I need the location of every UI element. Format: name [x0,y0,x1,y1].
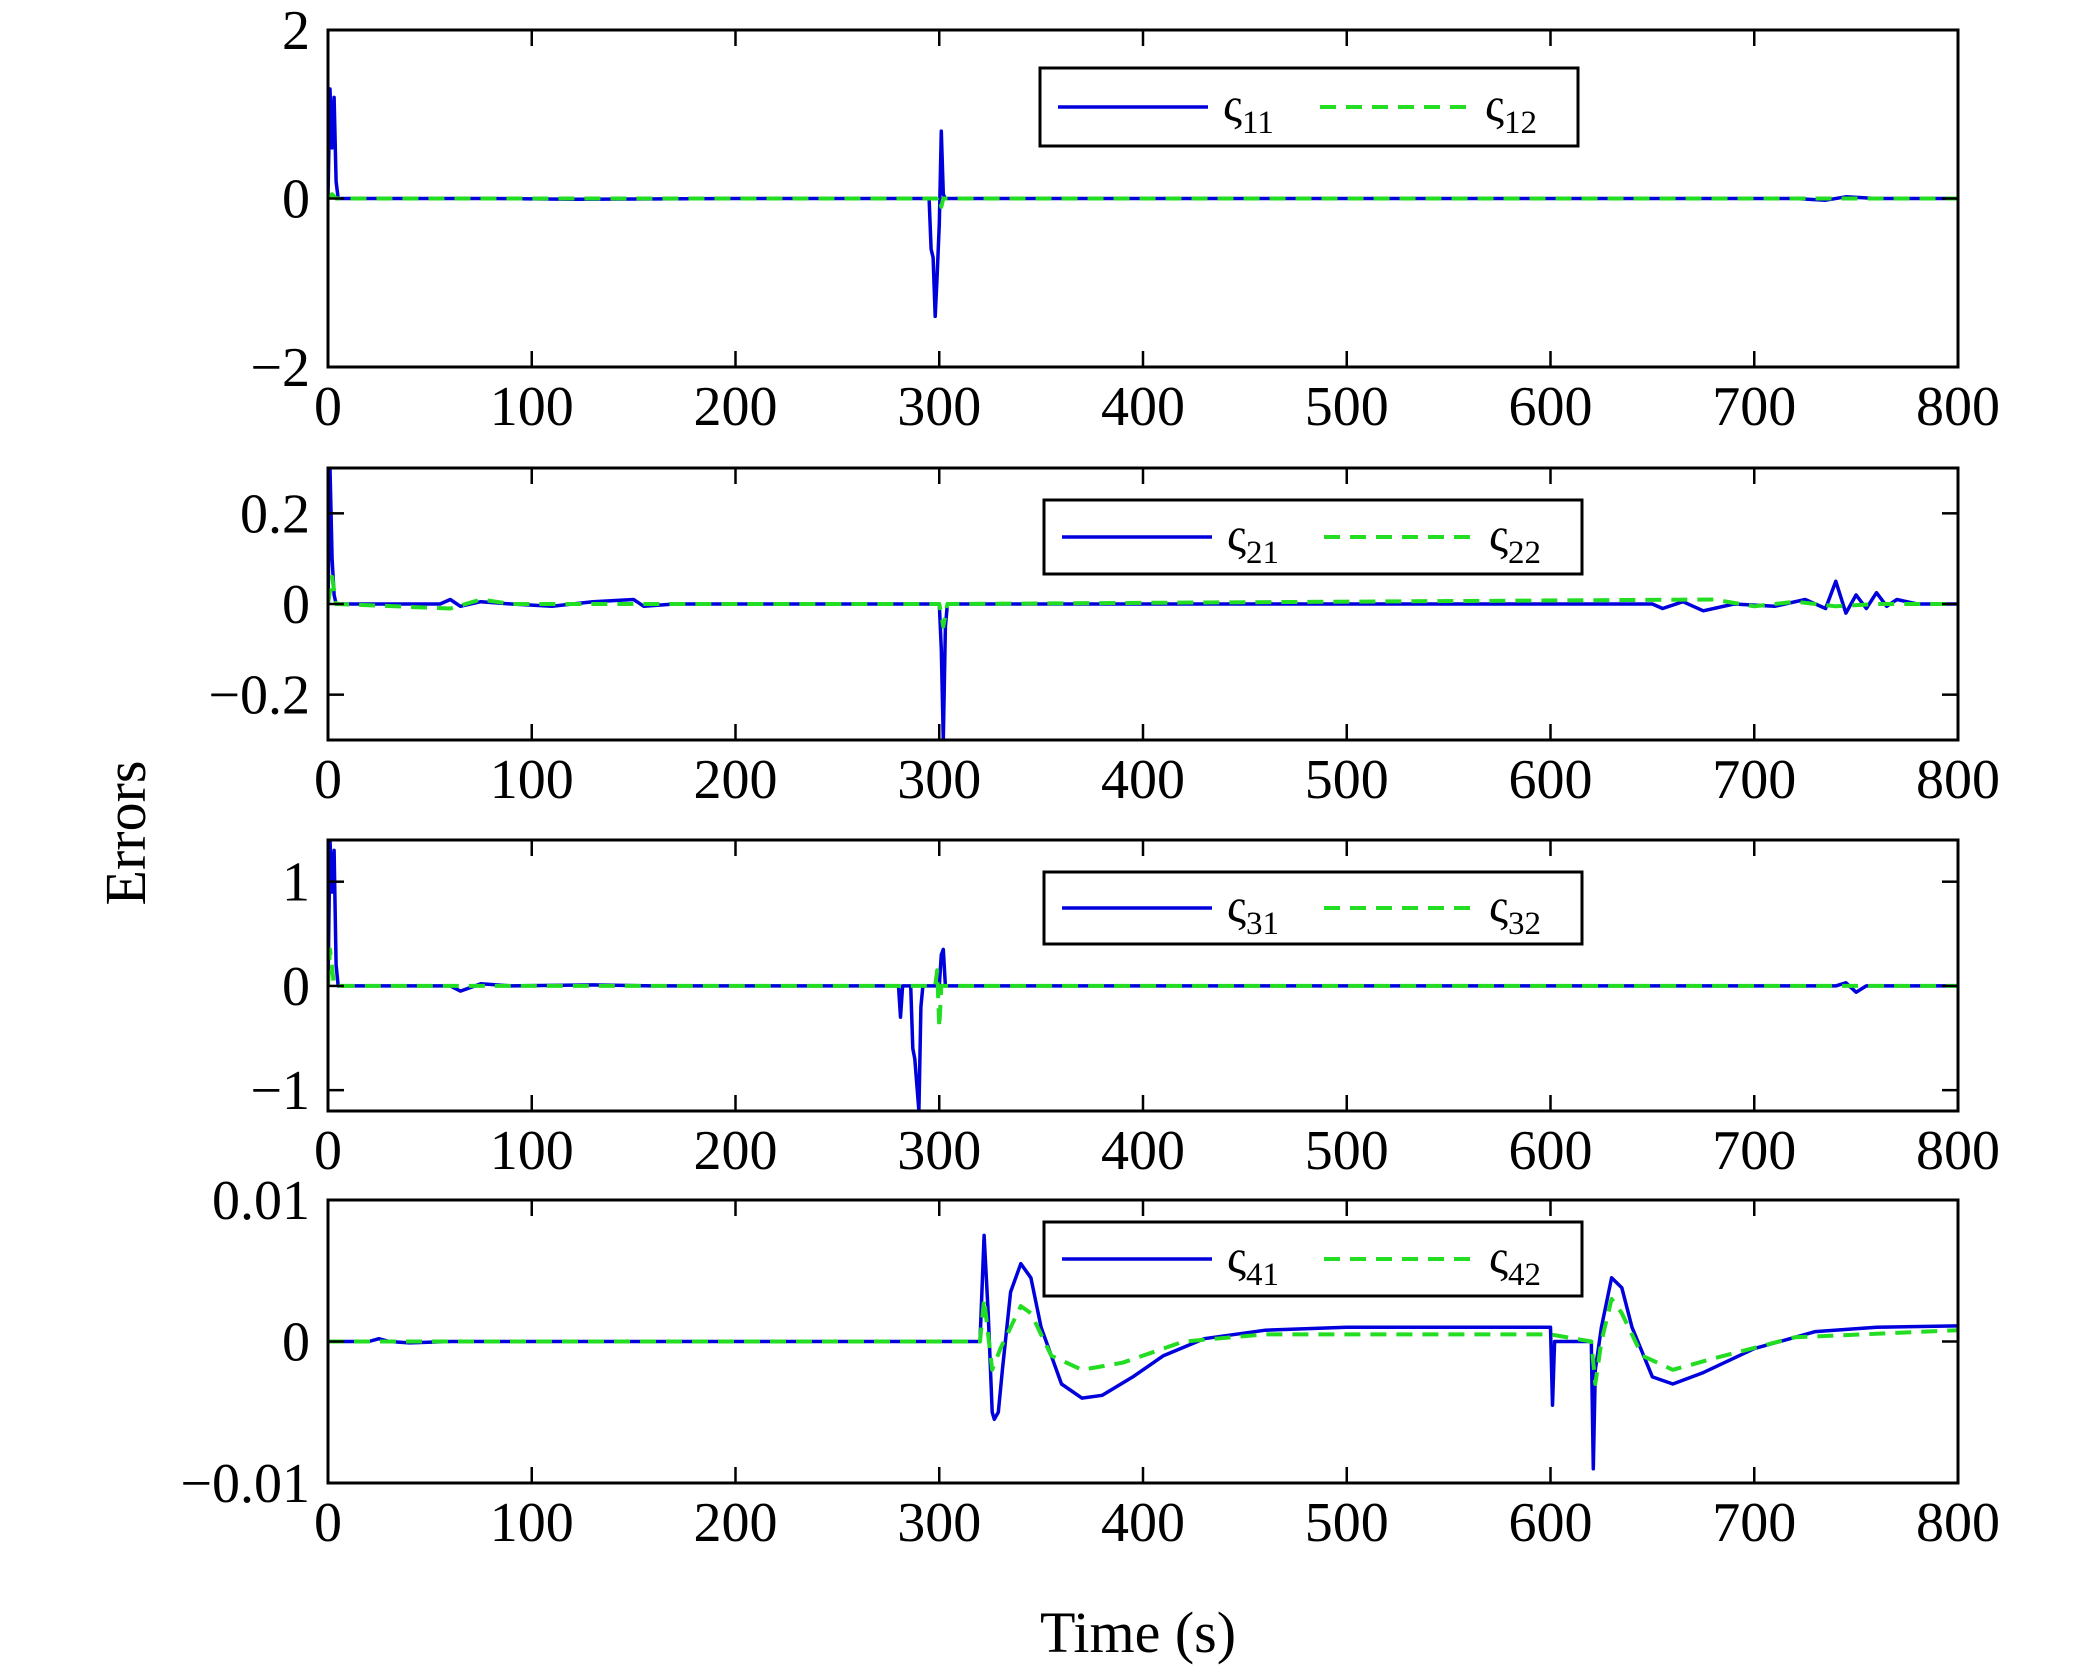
y-tick-label: 1 [282,852,310,914]
y-tick-label: 0 [282,574,310,636]
y-tick-label: 0 [282,1312,310,1374]
x-tick-label: 400 [1101,1492,1185,1554]
x-tick-label: 0 [314,376,342,438]
y-tick-label: −1 [250,1060,310,1122]
legend-subscript: 12 [1504,105,1537,141]
legend-subscript: 31 [1246,906,1279,942]
x-tick-label: 200 [694,1120,778,1182]
x-tick-label: 300 [897,1492,981,1554]
legend-subscript: 21 [1246,535,1279,571]
y-tick-label: 0 [282,169,310,231]
x-tick-label: 600 [1509,749,1593,811]
x-tick-label: 800 [1916,1492,2000,1554]
x-tick-label: 300 [897,749,981,811]
x-tick-label: 500 [1305,749,1389,811]
x-tick-label: 100 [490,749,574,811]
x-tick-label: 800 [1916,376,2000,438]
x-axis-label: Time (s) [1040,1600,1236,1665]
x-tick-label: 0 [314,1120,342,1182]
x-tick-label: 300 [897,1120,981,1182]
subplot-2: 0 100 200 300 400 500 600 700 800−0.200.2 ς21 ς22 [208,466,2000,811]
legend-subscript: 11 [1242,105,1274,141]
x-tick-label: 100 [490,1492,574,1554]
subplot-3: 0 100 200 300 400 500 600 700 800−101 ς31 ς32 [250,838,2000,1182]
legend-entry-11: ς11 [1223,79,1274,141]
x-tick-label: 400 [1101,1120,1185,1182]
x-tick-label: 200 [694,1492,778,1554]
y-tick-label: −0.2 [208,665,310,727]
x-tick-label: 600 [1509,1492,1593,1554]
y-axis-label: Errors [93,761,158,906]
x-tick-label: 700 [1712,1492,1796,1554]
x-tick-label: 500 [1305,376,1389,438]
x-tick-label: 700 [1712,1120,1796,1182]
y-tick-label: −2 [250,337,310,399]
legend: ς31 ς32 [1042,870,1584,946]
series-line-42 [328,1297,1958,1386]
legend: ς41 ς42 [1042,1220,1584,1298]
x-tick-label: 500 [1305,1492,1389,1554]
legend-subscript: 32 [1508,906,1541,942]
x-tick-label: 300 [897,376,981,438]
legend: ς11 ς12 [1038,66,1580,148]
legend-subscript: 22 [1508,535,1541,571]
x-tick-label: 100 [490,376,574,438]
x-tick-label: 200 [694,376,778,438]
x-tick-label: 200 [694,749,778,811]
series-line-41 [328,1233,1958,1471]
x-tick-label: 0 [314,1492,342,1554]
x-tick-label: 400 [1101,749,1185,811]
y-tick-label: 0 [282,956,310,1018]
y-tick-label: 0.2 [240,483,310,545]
y-tick-label: −0.01 [180,1453,310,1515]
x-tick-label: 600 [1509,1120,1593,1182]
series-line-12 [328,192,1958,209]
x-tick-label: 400 [1101,376,1185,438]
x-tick-label: 800 [1916,1120,2000,1182]
y-tick-label: 2 [282,0,310,62]
legend: ς21 ς22 [1042,498,1584,576]
x-tick-label: 0 [314,749,342,811]
series-line-21 [328,468,1958,740]
y-tick-label: 0.01 [212,1170,310,1232]
series-line-22 [328,574,1958,629]
x-tick-label: 700 [1712,749,1796,811]
x-tick-label: 600 [1509,376,1593,438]
legend-subscript: 41 [1246,1257,1279,1293]
x-tick-label: 100 [490,1120,574,1182]
legend-subscript: 42 [1508,1257,1541,1293]
x-tick-label: 700 [1712,376,1796,438]
x-tick-label: 500 [1305,1120,1389,1182]
series-line-32 [328,947,1958,1030]
x-tick-label: 800 [1916,749,2000,811]
